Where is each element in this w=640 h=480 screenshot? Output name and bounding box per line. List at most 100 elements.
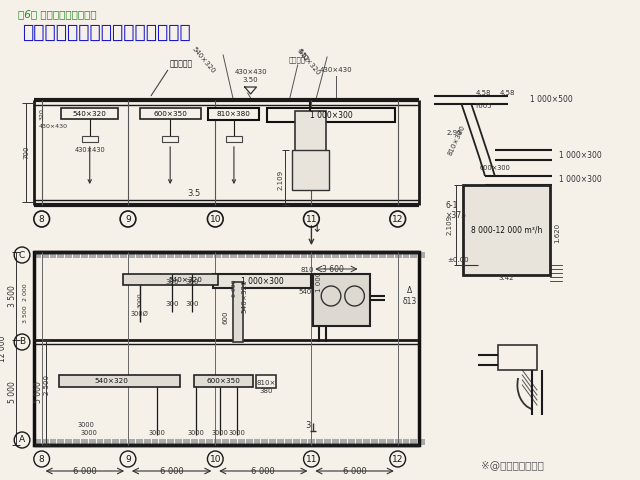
- Bar: [222, 252, 229, 258]
- Text: 540×320: 540×320: [73, 111, 107, 117]
- Text: 3000: 3000: [212, 430, 228, 436]
- Bar: [379, 252, 386, 258]
- Bar: [65, 252, 72, 258]
- Bar: [89, 439, 95, 445]
- Bar: [175, 439, 182, 445]
- Bar: [163, 136, 178, 142]
- Text: 3000: 3000: [149, 430, 166, 436]
- Bar: [403, 252, 410, 258]
- Text: 540×320: 540×320: [95, 378, 129, 384]
- Text: 8: 8: [39, 215, 45, 224]
- Text: 600: 600: [222, 310, 228, 324]
- Text: 540: 540: [299, 289, 312, 295]
- Text: 3 500: 3 500: [24, 305, 29, 323]
- Text: 2.109: 2.109: [447, 215, 452, 235]
- Bar: [198, 439, 205, 445]
- Text: 3000: 3000: [137, 292, 142, 308]
- Text: 10: 10: [209, 215, 221, 224]
- Bar: [387, 252, 394, 258]
- Text: 三通调节阀: 三通调节阀: [169, 60, 192, 69]
- Bar: [207, 252, 213, 258]
- Bar: [159, 439, 166, 445]
- Text: 6-1: 6-1: [446, 202, 458, 211]
- Bar: [261, 252, 268, 258]
- Bar: [152, 439, 158, 445]
- Bar: [120, 439, 127, 445]
- Text: 5 000: 5 000: [34, 382, 44, 403]
- Bar: [285, 252, 292, 258]
- Bar: [308, 439, 316, 445]
- Text: 3.50: 3.50: [243, 77, 259, 83]
- Bar: [128, 252, 135, 258]
- Text: 3.5: 3.5: [187, 189, 200, 197]
- Text: 8: 8: [39, 455, 45, 464]
- Text: 11: 11: [306, 215, 317, 224]
- Text: 6 000: 6 000: [232, 279, 237, 297]
- Text: 3: 3: [306, 420, 311, 430]
- Bar: [183, 439, 190, 445]
- Bar: [34, 252, 419, 445]
- Bar: [419, 252, 425, 258]
- Text: 540×320: 540×320: [296, 48, 321, 76]
- Bar: [123, 274, 218, 285]
- Bar: [167, 439, 174, 445]
- Text: 810: 810: [301, 267, 314, 273]
- Bar: [120, 252, 127, 258]
- Text: 4.52: 4.52: [296, 47, 310, 63]
- Text: 1 000×300: 1 000×300: [559, 151, 602, 159]
- Text: 6 000: 6 000: [160, 468, 184, 477]
- Bar: [97, 439, 104, 445]
- Text: 12: 12: [392, 455, 403, 464]
- Text: 12: 12: [392, 215, 403, 224]
- Text: 通风空调工程施工图预算编制实例: 通风空调工程施工图预算编制实例: [22, 23, 191, 42]
- Text: 300: 300: [185, 301, 198, 307]
- Bar: [73, 252, 80, 258]
- Text: 300: 300: [165, 301, 179, 307]
- Bar: [316, 439, 323, 445]
- Bar: [253, 252, 260, 258]
- Text: 430×430: 430×430: [234, 69, 267, 75]
- Bar: [324, 252, 331, 258]
- Text: 2.95: 2.95: [447, 130, 462, 136]
- Bar: [34, 252, 41, 258]
- Bar: [209, 108, 259, 120]
- Bar: [191, 252, 198, 258]
- Bar: [379, 439, 386, 445]
- Bar: [144, 439, 150, 445]
- Bar: [159, 252, 166, 258]
- Text: 3000: 3000: [188, 430, 204, 436]
- Text: 430×430: 430×430: [39, 123, 68, 129]
- Bar: [419, 439, 425, 445]
- Text: 风量初口: 风量初口: [288, 57, 305, 63]
- Bar: [58, 252, 64, 258]
- Text: 2 000: 2 000: [24, 283, 29, 301]
- Text: 3000: 3000: [80, 430, 97, 436]
- Bar: [233, 282, 243, 342]
- Bar: [152, 252, 158, 258]
- Text: 810×380: 810×380: [217, 111, 251, 117]
- Text: ↓: ↓: [311, 222, 321, 235]
- Bar: [246, 439, 253, 445]
- Bar: [498, 345, 537, 370]
- Text: 第6章 通风空调工程量计算: 第6章 通风空调工程量计算: [18, 9, 97, 19]
- Text: 10: 10: [209, 455, 221, 464]
- Bar: [144, 252, 150, 258]
- Bar: [340, 252, 347, 258]
- Bar: [128, 439, 135, 445]
- Text: 3000: 3000: [228, 430, 245, 436]
- Bar: [301, 252, 307, 258]
- Bar: [403, 439, 410, 445]
- Text: 380: 380: [260, 388, 273, 394]
- Bar: [269, 439, 276, 445]
- Bar: [61, 108, 118, 119]
- Text: 700: 700: [23, 146, 29, 159]
- Bar: [253, 439, 260, 445]
- Text: 1 000×300: 1 000×300: [310, 110, 353, 120]
- Bar: [81, 252, 88, 258]
- Text: 540×320: 540×320: [191, 46, 216, 74]
- Bar: [332, 252, 339, 258]
- Bar: [395, 439, 402, 445]
- Bar: [246, 252, 253, 258]
- Text: 3 500: 3 500: [8, 285, 17, 307]
- Bar: [198, 252, 205, 258]
